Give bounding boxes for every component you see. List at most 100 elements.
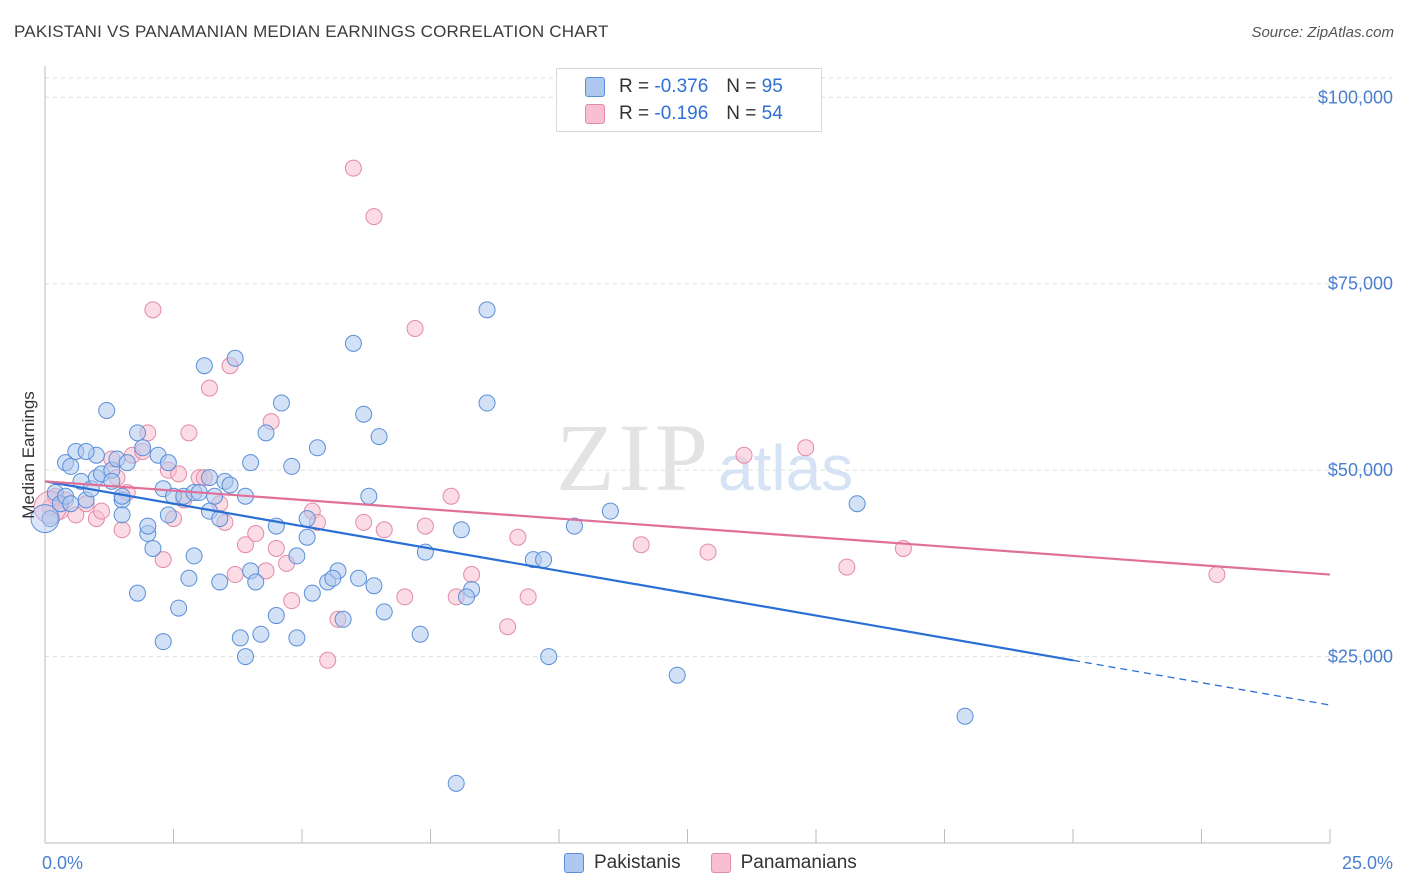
panamanian-n-label: N = [726,103,757,124]
panamanian-point [735,446,753,464]
legend-box: R = -0.376 N = 95 R = -0.196 N = 54 [556,68,822,132]
pakistani-point [355,405,373,423]
panamanian-point [144,301,162,319]
pakistani-point [535,551,553,569]
panamanian-point [226,566,244,584]
pakistani-point [231,629,249,647]
panamanian-point [113,521,131,539]
pakistani-point [221,476,239,494]
panamanian-point [344,159,362,177]
pakistani-point [350,569,368,587]
source-label: Source: ZipAtlas.com [1251,24,1394,41]
pakistani-point [360,487,378,505]
pakistani-point [601,502,619,520]
pakistani-point [154,633,172,651]
pakistani-point [211,510,229,528]
pakistani-point [956,707,974,725]
pakistani-point [272,394,290,412]
pakistani-point [226,349,244,367]
tick-labels: $25,000 $50,000 $75,000 $100,000 0.0% 25.0% [42,87,1393,873]
panamanian-point [170,465,188,483]
pakistani-point [170,599,188,617]
panamanian-point [396,588,414,606]
pakistani-point [62,495,80,513]
pakistani-point [452,521,470,539]
pakistani-point [298,528,316,546]
pakistani-point [540,648,558,666]
pakistani-point [447,774,465,792]
bottom-legend-pakistanis[interactable]: Pakistanis [564,852,681,874]
pakistani-points [30,301,974,792]
panamanian-point [632,536,650,554]
pakistani-point [118,454,136,472]
pakistani-point [324,569,342,587]
panamanian-r-label: R = [619,103,650,124]
pakistani-n-label: N = [726,76,757,97]
axes [44,66,1331,844]
pakistani-point [478,301,496,319]
pakistani-point [288,547,306,565]
pakistani-point [185,547,203,565]
panamanian-point [1208,566,1226,584]
panamanian-r-value: -0.196 [654,103,709,124]
panamanian-point [283,592,301,610]
pakistani-point [129,584,147,602]
legend-row-pakistani: R = -0.376 N = 95 [585,75,783,99]
panamanians-label: Panamanians [740,852,857,873]
pakistanis-swatch [564,853,584,873]
pakistani-point [200,469,218,487]
pakistani-point [375,603,393,621]
panamanian-point [319,651,337,669]
panamanian-swatch [585,104,605,124]
bottom-legend-panamanians[interactable]: Panamanians [710,852,857,874]
pakistanis-label: Pakistanis [594,852,681,873]
pakistani-point [478,394,496,412]
pakistani-point [41,510,59,528]
panamanian-point [154,551,172,569]
y-tick-label: $75,000 [1328,274,1393,294]
pakistani-point [848,495,866,513]
pakistani-n-value: 95 [761,76,783,97]
y-tick-label: $25,000 [1328,647,1393,667]
watermark-atlas: atlas [718,432,853,504]
panamanian-point [797,439,815,457]
pakistani-point [113,506,131,524]
pakistani-point [206,487,224,505]
watermark-zip: ZIP [556,404,712,511]
panamanian-point [442,487,460,505]
panamanian-point [509,528,527,546]
legend-row-panamanian: R = -0.196 N = 54 [585,102,783,126]
pakistani-point [298,510,316,528]
panamanian-n-value: 54 [761,103,783,124]
panamanian-point [236,536,254,554]
pakistani-point [195,357,213,375]
pakistani-point [334,610,352,628]
pakistani-swatch [585,77,605,97]
trend-lines [44,480,1331,706]
x-tick-label-max: 25.0% [1342,853,1393,873]
pakistani-point [267,607,285,625]
pakistani-trend-line [44,480,1074,662]
pakistani-point [144,539,162,557]
y-tick-label: $50,000 [1328,460,1393,480]
pakistani-point [247,573,265,591]
y-axis-label: Median Earnings [19,391,38,519]
pakistani-point [62,457,80,475]
pakistani-point [411,625,429,643]
pakistani-point [211,573,229,591]
panamanian-trend-line [44,480,1331,576]
pakistani-trend-extension [1072,659,1331,706]
panamanian-point [838,558,856,576]
pakistani-point [370,428,388,446]
panamanian-point [416,517,434,535]
pakistani-point [159,506,177,524]
panamanian-point [375,521,393,539]
watermark: ZIP atlas [556,404,853,511]
pakistani-point [159,454,177,472]
pakistani-point [565,517,583,535]
y-tick-label: $100,000 [1318,87,1393,107]
panamanian-point [267,539,285,557]
pakistani-point [242,454,260,472]
panamanian-point [180,424,198,442]
